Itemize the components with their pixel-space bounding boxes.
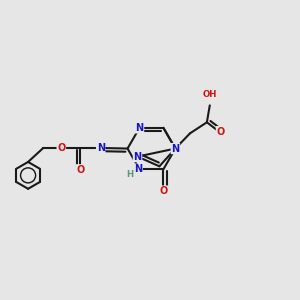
Text: N: N [171, 143, 179, 154]
Text: OH: OH [202, 90, 217, 99]
Text: N: N [135, 123, 144, 133]
Text: N: N [97, 143, 105, 153]
Text: H: H [127, 170, 134, 179]
Text: O: O [159, 186, 167, 196]
Text: N: N [134, 164, 142, 174]
Text: O: O [217, 127, 225, 136]
Text: O: O [76, 165, 84, 175]
Text: O: O [57, 143, 65, 153]
Text: N: N [134, 152, 142, 162]
